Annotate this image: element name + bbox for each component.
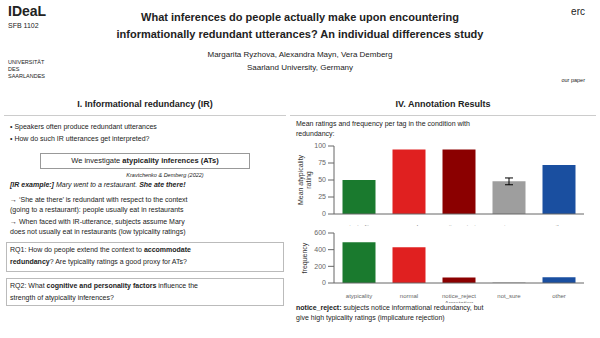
html-text:IV. Annotation Results: IV. Annotation Results bbox=[395, 99, 491, 110]
html-text:[IR example:] Mary went to a r: [IR example:] Mary went to a restaurant.… bbox=[10, 180, 186, 188]
html-text:• How do such IR utterances ge: • How do such IR utterances get interpre… bbox=[10, 134, 150, 142]
html-text:strength of atypicality infere: strength of atypicality inferences? bbox=[10, 293, 114, 301]
svg-text:75: 75 bbox=[318, 159, 326, 166]
html-text:Saarland University, Germany: Saarland University, Germany bbox=[246, 63, 354, 72]
html-text:our paper: our paper bbox=[561, 76, 585, 83]
html-text:We investigate atypicality inf: We investigate atypicality inferences (A… bbox=[71, 156, 219, 166]
html-text:• Speakers often produce redun: • Speakers often produce redundant utter… bbox=[10, 122, 157, 130]
svg-text:400: 400 bbox=[314, 246, 326, 253]
html-text:Mean ratings and frequency per: Mean ratings and frequency per tag in th… bbox=[296, 120, 470, 137]
svg-text:200: 200 bbox=[314, 263, 326, 270]
html-text:Margarita Ryzhova, Alexandra M: Margarita Ryzhova, Alexandra Mayn, Vera … bbox=[207, 50, 393, 59]
html-text:give high typicality ratings (: give high typicality ratings (implicatur… bbox=[296, 313, 445, 321]
html-text:SAARLANDES: SAARLANDES bbox=[8, 72, 45, 79]
html-text:Kravtchenko & Demberg (2022): Kravtchenko & Demberg (2022) bbox=[126, 171, 204, 178]
svg-text:0: 0 bbox=[322, 279, 326, 286]
svg-text:50: 50 bbox=[318, 176, 326, 183]
svg-text:25: 25 bbox=[318, 193, 326, 200]
svg-text:atypicality: atypicality bbox=[346, 293, 372, 299]
html-text:RQ2: What cognitive and person: RQ2: What cognitive and personality fact… bbox=[10, 281, 198, 289]
html-text:UNIVERSITÄT: UNIVERSITÄT bbox=[8, 58, 45, 65]
svg-text:atypicality: atypicality bbox=[346, 224, 372, 226]
svg-text:notice_reject: notice_reject bbox=[442, 224, 476, 226]
svg-text:600: 600 bbox=[314, 229, 326, 236]
html-text:DES: DES bbox=[8, 65, 20, 72]
html-text:→ ‘She ate there’ is redundant: → ‘She ate there’ is redundant with resp… bbox=[10, 196, 188, 213]
svg-text:not_sure: not_sure bbox=[497, 293, 521, 299]
html-text:informationally redundant utte: informationally redundant utterances? An… bbox=[116, 28, 484, 41]
html-text:redundancy? Are typicality rat: redundancy? Are typicality ratings a goo… bbox=[10, 257, 187, 265]
svg-text:Mean atypicalityrating: Mean atypicalityrating bbox=[297, 154, 313, 205]
html-text:erc: erc bbox=[571, 5, 585, 17]
html-text:→ When faced with IR-utterance: → When faced with IR-utterance, subjects… bbox=[10, 218, 186, 235]
svg-text:normal: normal bbox=[400, 224, 418, 226]
svg-text:100: 100 bbox=[314, 142, 326, 149]
html-text:RQ1: How do people extend the: RQ1: How do people extend the context to… bbox=[10, 245, 191, 253]
html-text:SFB 1102: SFB 1102 bbox=[8, 21, 39, 29]
html-text:notice_reject: subjects notice: notice_reject: subjects notice informati… bbox=[296, 303, 484, 311]
svg-text:other: other bbox=[552, 224, 566, 226]
svg-text:notice_rejectAnnotation: notice_rejectAnnotation bbox=[442, 293, 476, 303]
svg-text:not_sure: not_sure bbox=[497, 224, 521, 226]
html-text:I. Informational redundancy (I: I. Informational redundancy (IR) bbox=[77, 99, 213, 110]
html-text:IDeaL: IDeaL bbox=[8, 3, 47, 20]
svg-text:other: other bbox=[552, 293, 566, 299]
svg-text:normal: normal bbox=[400, 293, 418, 299]
svg-text:frequency: frequency bbox=[301, 242, 309, 273]
svg-text:0: 0 bbox=[322, 210, 326, 217]
html-text:What inferences do people actu: What inferences do people actually make … bbox=[141, 11, 459, 24]
